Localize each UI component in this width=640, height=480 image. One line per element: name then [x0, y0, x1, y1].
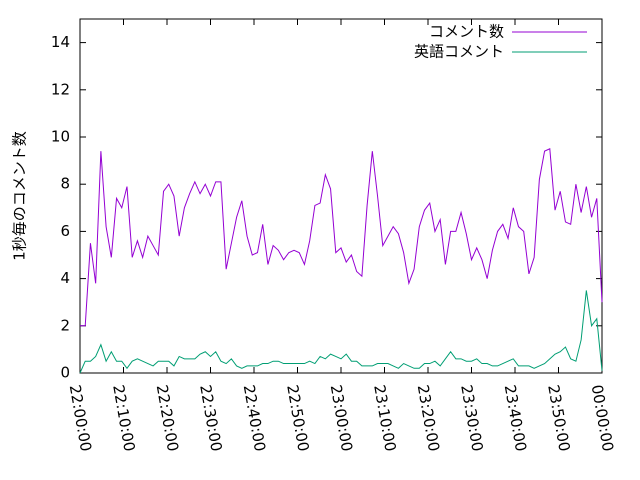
y-tick-label: 0 [60, 364, 70, 382]
x-tick-label: 22:30:00 [196, 383, 225, 452]
x-tick-label: 22:20:00 [153, 383, 182, 452]
x-tick-label: 23:00:00 [327, 383, 356, 452]
x-tick-label: 22:50:00 [283, 383, 312, 452]
x-tick-label: 22:00:00 [66, 383, 95, 452]
series-line [79, 290, 603, 374]
series-line [80, 148, 603, 327]
legend-label: コメント数 [429, 23, 504, 41]
y-tick-label: 6 [60, 222, 70, 240]
y-tick-label: 12 [51, 80, 70, 98]
x-tick-label: 23:10:00 [370, 383, 399, 452]
x-tick-label: 22:40:00 [240, 383, 269, 452]
x-tick-label: 22:10:00 [109, 383, 138, 452]
x-tick-label: 23:30:00 [457, 383, 486, 452]
x-tick-label: 23:50:00 [544, 383, 573, 452]
y-tick-label: 14 [51, 33, 70, 51]
x-tick-label: 23:40:00 [501, 383, 530, 452]
legend-label: 英語コメント [414, 43, 504, 61]
y-tick-label: 8 [60, 175, 70, 193]
y-tick-label: 4 [60, 269, 70, 287]
x-tick-label: 00:00:00 [588, 383, 617, 452]
plot-border [79, 18, 603, 374]
y-tick-label: 2 [60, 316, 70, 334]
y-tick-label: 10 [51, 128, 70, 146]
x-tick-label: 23:20:00 [414, 383, 443, 452]
y-axis-label: 1秒毎のコメント数 [11, 131, 29, 261]
